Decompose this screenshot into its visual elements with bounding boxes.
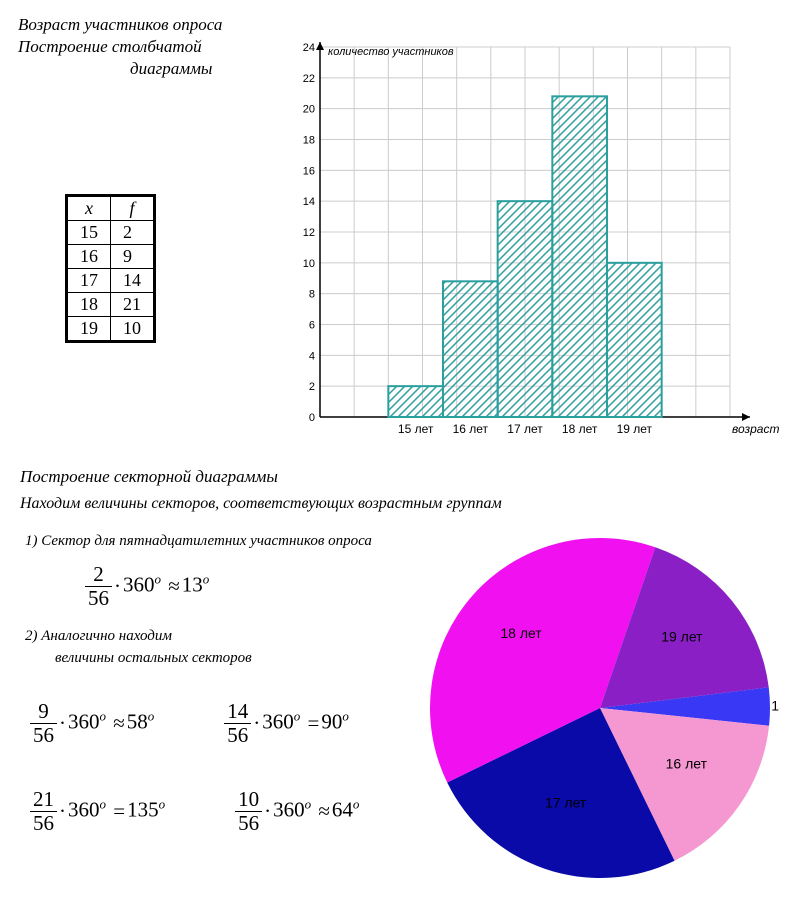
pie-section-title: Построение секторной диаграммы	[20, 467, 790, 487]
svg-text:количество участников: количество участников	[328, 46, 454, 58]
cell-f: 14	[111, 269, 155, 293]
svg-text:17 лет: 17 лет	[545, 795, 587, 811]
cell-x: 18	[67, 293, 111, 317]
formulas-block: 1) Сектор для пятнадцатилетних участнико…	[10, 528, 420, 844]
table-row: 1821	[67, 293, 155, 317]
bar-chart: 024681012141618202224количество участник…	[290, 37, 790, 452]
formula-5: 1056·360o ≈64o	[235, 788, 359, 835]
svg-text:6: 6	[309, 320, 315, 332]
cell-x: 19	[67, 317, 111, 342]
table-row: 169	[67, 245, 155, 269]
svg-text:20: 20	[303, 104, 315, 116]
pie-chart-svg: 15 лет 16 лет 17 лет 18 лет 19 лет	[420, 528, 780, 888]
formula-row-1: 956·360o ≈58o 1456·360o =90o	[25, 692, 420, 755]
bottom-section: 1) Сектор для пятнадцатилетних участнико…	[10, 528, 790, 893]
cell-x: 16	[67, 245, 111, 269]
left-col: Построение столбчатой диаграммы x f 152 …	[10, 37, 290, 343]
frequency-table: x f 152 169 1714 1821 1910	[65, 194, 156, 343]
svg-text:12: 12	[303, 227, 315, 239]
frequency-table-wrap: x f 152 169 1714 1821 1910	[10, 94, 260, 343]
subtitle-1: Построение столбчатой	[18, 37, 290, 57]
table-row: 1910	[67, 317, 155, 342]
step-1-label: 1) Сектор для пятнадцатилетних участнико…	[25, 533, 420, 550]
svg-text:2: 2	[309, 381, 315, 393]
svg-text:18 лет: 18 лет	[562, 422, 598, 436]
pie-section-subtitle: Находим величины секторов, соответствующ…	[20, 495, 790, 513]
table-row: 152	[67, 221, 155, 245]
formula-1: 256·360o ≈13o	[85, 563, 209, 610]
subtitle-2: диаграммы	[130, 59, 290, 79]
formula-4: 2156·360o =135o	[30, 788, 165, 835]
svg-text:16 лет: 16 лет	[453, 422, 489, 436]
svg-text:19 лет: 19 лет	[661, 629, 703, 645]
top-section: Построение столбчатой диаграммы x f 152 …	[10, 37, 790, 452]
cell-f: 10	[111, 317, 155, 342]
svg-text:24: 24	[303, 42, 315, 54]
cell-x: 17	[67, 269, 111, 293]
svg-text:16: 16	[303, 165, 315, 177]
svg-text:0: 0	[309, 412, 315, 424]
formula-2: 956·360o ≈58o	[30, 700, 154, 747]
cell-f: 21	[111, 293, 155, 317]
cell-x: 15	[67, 221, 111, 245]
svg-text:15 лет: 15 лет	[398, 422, 434, 436]
step-2-label-a: 2) Аналогично находим	[25, 628, 420, 645]
svg-text:10: 10	[303, 258, 315, 270]
table-row: 1714	[67, 269, 155, 293]
main-title: Возраст участников опроса	[18, 15, 790, 35]
bar-chart-svg: 024681012141618202224количество участник…	[290, 37, 790, 447]
svg-text:4: 4	[309, 350, 315, 362]
svg-text:22: 22	[303, 73, 315, 85]
pie-chart: 15 лет 16 лет 17 лет 18 лет 19 лет	[420, 528, 790, 893]
svg-text:14: 14	[303, 196, 315, 208]
svg-text:8: 8	[309, 289, 315, 301]
svg-text:17 лет: 17 лет	[507, 422, 543, 436]
cell-f: 2	[111, 221, 155, 245]
table-header-f: f	[111, 196, 155, 221]
formula-3: 1456·360o =90o	[224, 700, 349, 747]
formula-row-2: 2156·360o =135o 1056·360o ≈64o	[25, 780, 420, 843]
svg-text:15 лет: 15 лет	[771, 697, 780, 713]
svg-text:19 лет: 19 лет	[617, 422, 653, 436]
cell-f: 9	[111, 245, 155, 269]
svg-text:возраст: возраст	[732, 422, 779, 436]
table-header-x: x	[67, 196, 111, 221]
svg-text:16 лет: 16 лет	[666, 755, 708, 771]
svg-text:18 лет: 18 лет	[500, 625, 542, 641]
step-2-label-b: величины остальных секторов	[55, 650, 420, 667]
svg-text:18: 18	[303, 135, 315, 147]
